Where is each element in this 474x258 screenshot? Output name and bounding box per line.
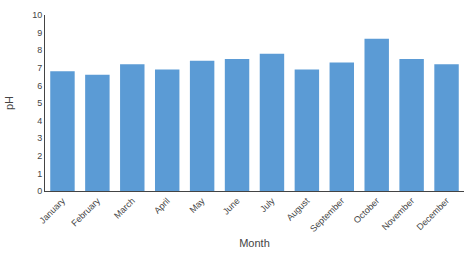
svg-text:July: July [258,195,277,214]
svg-text:April: April [152,196,172,216]
svg-text:7: 7 [37,63,42,73]
svg-text:5: 5 [37,98,42,108]
svg-text:6: 6 [37,81,42,91]
svg-text:8: 8 [37,45,42,55]
svg-text:February: February [69,195,102,228]
svg-text:0: 0 [37,186,42,196]
svg-text:September: September [308,196,346,234]
svg-text:November: November [380,196,416,232]
svg-text:May: May [188,195,207,214]
svg-text:10: 10 [32,10,42,20]
svg-text:pH: pH [3,96,15,110]
svg-text:December: December [415,196,451,232]
svg-text:4: 4 [37,116,42,126]
svg-text:2: 2 [37,151,42,161]
svg-text:June: June [221,196,242,217]
svg-text:1: 1 [37,169,42,179]
svg-text:9: 9 [37,28,42,38]
svg-text:August: August [285,195,312,222]
svg-text:January: January [37,195,67,225]
svg-text:October: October [352,196,382,226]
svg-text:Month: Month [239,237,270,249]
svg-text:3: 3 [37,133,42,143]
svg-text:March: March [112,196,137,221]
